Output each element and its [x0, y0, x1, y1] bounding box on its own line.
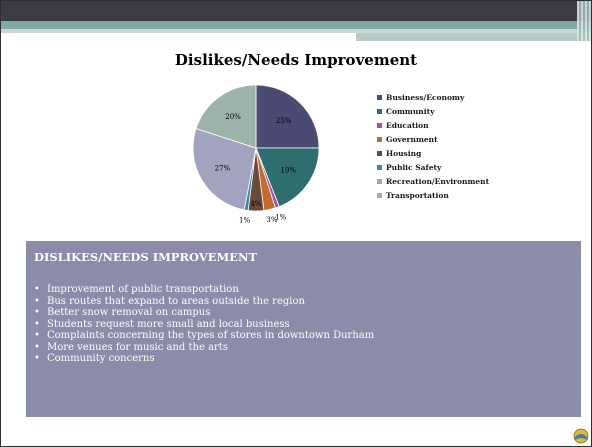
- legend-label: Government: [386, 134, 438, 144]
- pie-slice-business-economy: [255, 84, 320, 149]
- list-item-text: Bus routes that expand to areas outside …: [47, 295, 305, 307]
- list-item: • Better snow removal on campus: [34, 307, 374, 319]
- corner-pattern: [577, 1, 591, 41]
- legend-swatch: [377, 122, 382, 128]
- list-item-text: Improvement of public transportation: [47, 284, 239, 295]
- list-item: • Community concerns: [34, 353, 374, 365]
- pie-chart: 25%19%1%3%4%1%27%20%: [192, 84, 320, 225]
- legend-item-business-economy: Business/Economy: [377, 90, 489, 104]
- list-item-text: Students request more small and local bu…: [47, 318, 290, 330]
- pie-slice-recreation-environment: [192, 128, 257, 211]
- legend-swatch: [377, 178, 382, 184]
- legend-label: Transportation: [386, 190, 449, 200]
- legend-swatch: [377, 192, 382, 198]
- legend-item-public-safety: Public Safety: [377, 160, 489, 174]
- legend-swatch: [377, 150, 382, 156]
- legend-item-education: Education: [377, 118, 489, 132]
- bullet-icon: •: [34, 341, 40, 353]
- globe-logo-icon: [573, 428, 589, 444]
- legend-label: Education: [386, 120, 429, 130]
- bullet-icon: •: [34, 353, 40, 364]
- list-item-text: Community concerns: [47, 353, 155, 364]
- top-bar: [1, 1, 591, 21]
- data-label-transportation: 20%: [225, 113, 241, 121]
- legend-item-government: Government: [377, 132, 489, 146]
- legend-label: Public Safety: [386, 162, 442, 172]
- bullet-icon: •: [34, 318, 40, 330]
- list-item: • More venues for music and the arts: [34, 342, 374, 354]
- legend-swatch: [377, 108, 382, 114]
- legend-swatch: [377, 94, 382, 100]
- bullet-icon: •: [34, 284, 40, 295]
- pie-slice-community: [255, 147, 320, 208]
- bullet-icon: •: [34, 307, 40, 318]
- chart-legend: Business/Economy Community Education Govern…: [377, 90, 489, 202]
- data-label-public-safety: 1%: [239, 217, 250, 225]
- data-label-education: 1%: [275, 213, 286, 221]
- header-stripe: [1, 21, 591, 29]
- list-item-text: More venues for music and the arts: [47, 341, 228, 353]
- text-panel: DISLIKES/NEEDS IMPROVEMENT • Improvement …: [26, 241, 581, 417]
- data-label-government: 3%: [266, 216, 277, 224]
- legend-item-recreation-environment: Recreation/Environment: [377, 174, 489, 188]
- list-item: • Bus routes that expand to areas outside…: [34, 296, 374, 308]
- legend-swatch: [377, 164, 382, 170]
- list-item: • Improvement of public transportation: [34, 284, 374, 296]
- legend-label: Recreation/Environment: [386, 176, 490, 186]
- legend-swatch: [377, 136, 382, 142]
- data-label-business-economy: 25%: [276, 117, 292, 125]
- legend-item-community: Community: [377, 104, 489, 118]
- list-item: • Students request more small and local b…: [34, 319, 374, 331]
- bullet-list: • Improvement of public transportation • B…: [34, 284, 374, 365]
- header-stripe-accent: [356, 33, 581, 41]
- chart-title: Dislikes/Needs Improvement: [174, 51, 418, 69]
- header-stripe-light: [1, 29, 591, 33]
- list-item: • Complaints concerning the types of stor…: [34, 330, 374, 342]
- data-label-housing: 4%: [250, 200, 261, 208]
- pie-slice-transportation: [195, 84, 257, 149]
- legend-item-transportation: Transportation: [377, 188, 489, 202]
- legend-label: Community: [386, 106, 435, 116]
- section-heading: DISLIKES/NEEDS IMPROVEMENT: [34, 250, 258, 264]
- list-item-text: Complaints concerning the types of store…: [47, 330, 375, 341]
- legend-item-housing: Housing: [377, 146, 489, 160]
- legend-label: Housing: [386, 148, 422, 158]
- bullet-icon: •: [34, 330, 40, 341]
- legend-label: Business/Economy: [386, 92, 465, 102]
- bullet-icon: •: [34, 295, 40, 307]
- data-label-community: 19%: [281, 166, 297, 174]
- list-item-text: Better snow removal on campus: [47, 307, 211, 318]
- data-label-recreation-environment: 27%: [215, 164, 231, 172]
